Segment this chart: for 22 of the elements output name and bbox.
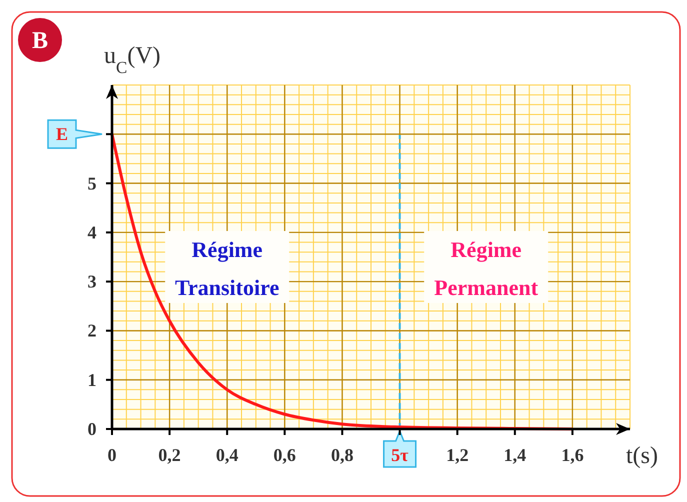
- y-tick-label: 0: [88, 419, 96, 439]
- y-tick-label: 4: [88, 222, 96, 242]
- y-tick-label: 3: [88, 272, 96, 292]
- x-tick-label: 0: [108, 445, 116, 465]
- x-tick-label: 0,6: [273, 445, 296, 465]
- x-tick-label: 0,8: [330, 445, 354, 465]
- annotation: Régime Transitoire: [174, 237, 280, 300]
- line-series: [110, 132, 574, 430]
- x-tick-label: 0,2: [158, 445, 181, 465]
- y-tick-label: 5: [88, 173, 96, 194]
- ref-line-label: 5τ: [391, 445, 410, 465]
- x-tick-label: 1,2: [446, 445, 469, 465]
- annotation: E: [56, 124, 68, 144]
- x-tick-label: 0,4: [216, 445, 238, 465]
- y-tick-label: 2: [88, 320, 96, 341]
- x-tick-label: 1,4: [504, 445, 526, 465]
- x-axis-title: t(s): [626, 443, 658, 469]
- chart-title: B: [32, 28, 48, 54]
- annotation: Régime Permanent: [434, 237, 539, 300]
- y-tick-label: 1: [88, 370, 96, 390]
- x-tick-label: 1,6: [561, 445, 584, 465]
- y-axis-title: u$_{C}$(V): [104, 43, 161, 76]
